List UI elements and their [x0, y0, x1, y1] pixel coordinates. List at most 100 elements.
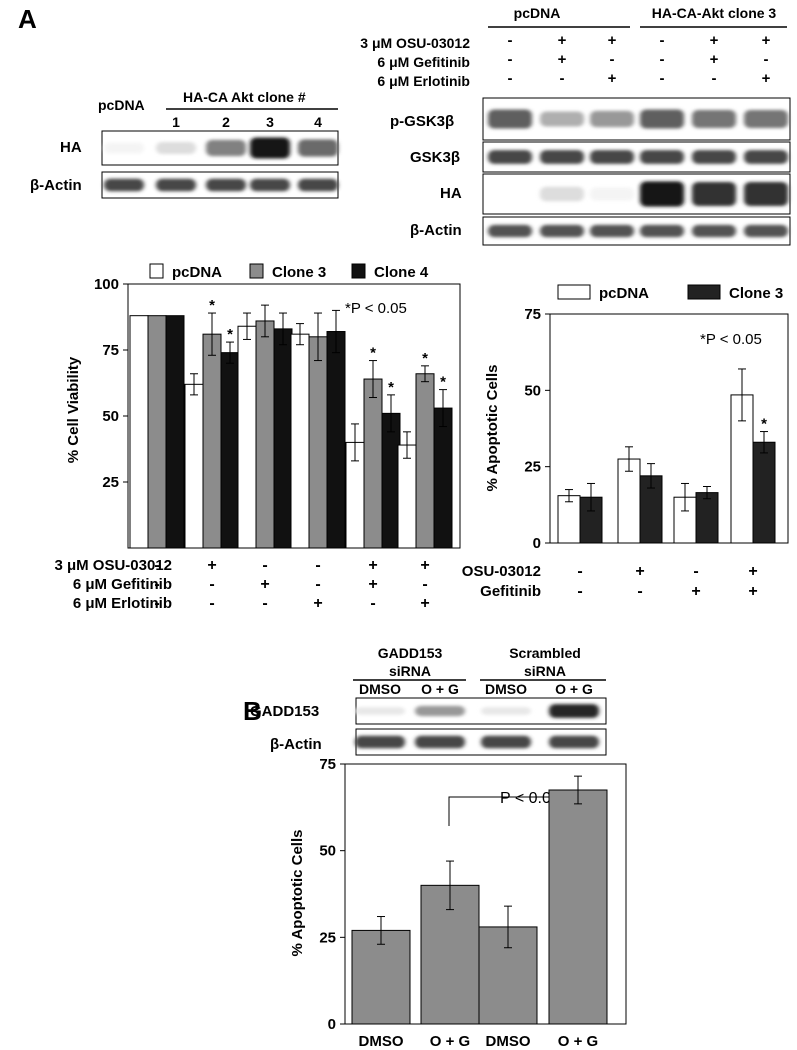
- chart3-category-3: O + G: [558, 1033, 598, 1050]
- blot3-band-r0-l0: [355, 707, 405, 715]
- blot2-row-actin: β-Actin: [410, 222, 462, 239]
- blot2-sign-r0-l1: +: [558, 32, 567, 49]
- chart2-legend-swatch-0: [557, 284, 591, 300]
- chart3-ylabel: % Apoptotic Cells: [289, 830, 306, 957]
- blot3-band-r0-l2: [481, 707, 531, 715]
- blot3-band-r1-l0: [355, 735, 405, 749]
- blot2-band-r3-l0: [488, 224, 532, 238]
- chart1-sign-0-0: -: [154, 557, 159, 574]
- chart1-legend-swatch-1: [249, 263, 264, 279]
- chart1-legend-swatch-2: [351, 263, 366, 279]
- chart2-legend-label-0: pcDNA: [599, 285, 649, 302]
- chart1-sig-1-4: *: [370, 345, 376, 362]
- chart2-annotation: *P < 0.05: [700, 331, 762, 348]
- blot2-sign-r0-l0: -: [508, 32, 513, 49]
- panel-a-label: A: [18, 4, 37, 34]
- blot2-sign-r2-l4: -: [712, 70, 717, 87]
- blot2-band-r1-l3: [640, 150, 684, 164]
- blot3-lane-label-3: O + G: [555, 681, 593, 697]
- blot1-row-ha: HA: [60, 139, 82, 156]
- chart2-legend-label-1: Clone 3: [729, 285, 783, 302]
- chart1-ytick-label: 25: [102, 474, 119, 491]
- blot3-group-scr-l2: siRNA: [524, 663, 566, 679]
- blot2-row-gsk3b: GSK3β: [410, 149, 460, 166]
- chart1-sign-2-5: +: [420, 595, 429, 612]
- chart1-bar-0-2: [237, 325, 257, 549]
- chart3-category-2: DMSO: [486, 1033, 531, 1050]
- chart2-bar-0-0: [557, 495, 581, 544]
- chart1-bar-1-1: [202, 333, 222, 549]
- chart1-bar-1-3: [308, 336, 328, 549]
- blot3-band-r0-l1: [415, 705, 465, 717]
- chart1-ytick-label: 75: [102, 342, 119, 359]
- blot2-band-r0-l4: [692, 110, 736, 128]
- chart1-bar-2-4: [381, 412, 401, 549]
- chart-apoptosis-sirna: % Apoptotic Cells P < 0.05 0 25 50 75 DMSO O…: [289, 756, 627, 1050]
- chart1-sign-1-0: -: [154, 576, 159, 593]
- chart1-sign-0-1: +: [207, 557, 216, 574]
- blot3-group-gadd-l1: GADD153: [378, 645, 443, 661]
- chart2-sign-0-0: -: [577, 563, 582, 580]
- chart1-legend-label-1: Clone 3: [272, 264, 326, 281]
- blot2-sign-r1-l1: +: [558, 51, 567, 68]
- chart2-ytick-label: 0: [533, 535, 541, 552]
- chart2-sign-0-3: +: [748, 563, 757, 580]
- blot1-band-r0-l4: [298, 139, 338, 157]
- chart1-treatment-label-0: 3 μM OSU-03012: [54, 557, 172, 574]
- blot1-band-r0-l1: [156, 141, 196, 155]
- blot2-sign-r0-l3: -: [660, 32, 665, 49]
- chart1-bar-2-5: [433, 407, 453, 549]
- chart2-ytick-label: 25: [524, 459, 541, 476]
- blot2-band-r2-l5: [744, 182, 788, 206]
- chart-apoptosis-akt: % Apoptotic Cells *P < 0.05 pcDNA Clone 3…: [462, 284, 789, 600]
- blot2-band-r2-l1: [540, 186, 584, 202]
- chart1-bar-1-2: [255, 320, 275, 549]
- blot2-sign-r0-l5: +: [762, 32, 771, 49]
- chart1-sign-1-4: +: [368, 576, 377, 593]
- chart1-treatment-label-1: 6 μM Gefitinib: [73, 576, 172, 593]
- blot1-band-r1-l1: [156, 178, 196, 192]
- blot1-band-r0-l3: [250, 137, 290, 159]
- chart2-treatment-label-1: Gefitinib: [480, 583, 541, 600]
- blot2-band-r3-l1: [540, 224, 584, 238]
- blot2-band-r0-l0: [488, 109, 532, 129]
- chart2-bar-1-2: [695, 492, 719, 544]
- chart3-bar-0-0: [351, 929, 411, 1025]
- blot2-treatment-osu: 3 μM OSU-03012: [360, 35, 470, 51]
- blot2-sign-r0-l2: +: [608, 32, 617, 49]
- chart1-ytick-label: 100: [94, 276, 119, 293]
- blot1-lane-2: 2: [222, 114, 230, 130]
- chart1-bar-1-4: [363, 378, 383, 549]
- blot1-lane-4: 4: [314, 114, 322, 130]
- chart1-sign-0-5: +: [420, 557, 429, 574]
- blot2-band-r3-l5: [744, 224, 788, 238]
- chart2-sig-1-3: *: [761, 416, 767, 433]
- chart1-treatment-label-2: 6 μM Erlotinib: [73, 595, 172, 612]
- chart2-sign-0-1: +: [635, 563, 644, 580]
- chart3-annotation: P < 0.05: [500, 790, 560, 807]
- blot3-group-gadd-l2: siRNA: [389, 663, 431, 679]
- chart2-sign-0-2: -: [693, 563, 698, 580]
- blot-gsk3b: pcDNA HA-CA-Akt clone 3 3 μM OSU-03012 6…: [360, 5, 791, 246]
- blot2-band-r1-l0: [488, 150, 532, 164]
- blot1-pcdna-label: pcDNA: [98, 97, 145, 113]
- blot2-band-r2-l3: [640, 181, 684, 207]
- chart3-ytick-label: 50: [319, 843, 336, 860]
- blot2-band-r1-l1: [540, 150, 584, 164]
- blot2-treatment-erlotinib: 6 μM Erlotinib: [377, 73, 470, 89]
- blot3-band-r0-l3: [549, 704, 599, 718]
- blot1-row-actin: β-Actin: [30, 177, 82, 194]
- chart1-bar-0-5: [397, 444, 417, 549]
- chart1-bar-2-3: [326, 331, 346, 549]
- blot3-lane-label-2: DMSO: [485, 681, 527, 697]
- blot2-strip-actin: [482, 216, 791, 246]
- blot3-row-actin: β-Actin: [270, 736, 322, 753]
- blot2-band-r1-l4: [692, 150, 736, 164]
- chart3-ytick-label: 75: [319, 756, 336, 773]
- chart2-sign-1-0: -: [577, 583, 582, 600]
- blot2-sign-r1-l0: -: [508, 51, 513, 68]
- blot2-sign-r2-l2: +: [608, 70, 617, 87]
- chart1-legend-swatch-0: [149, 263, 164, 279]
- chart3-bar-0-3: [548, 789, 608, 1025]
